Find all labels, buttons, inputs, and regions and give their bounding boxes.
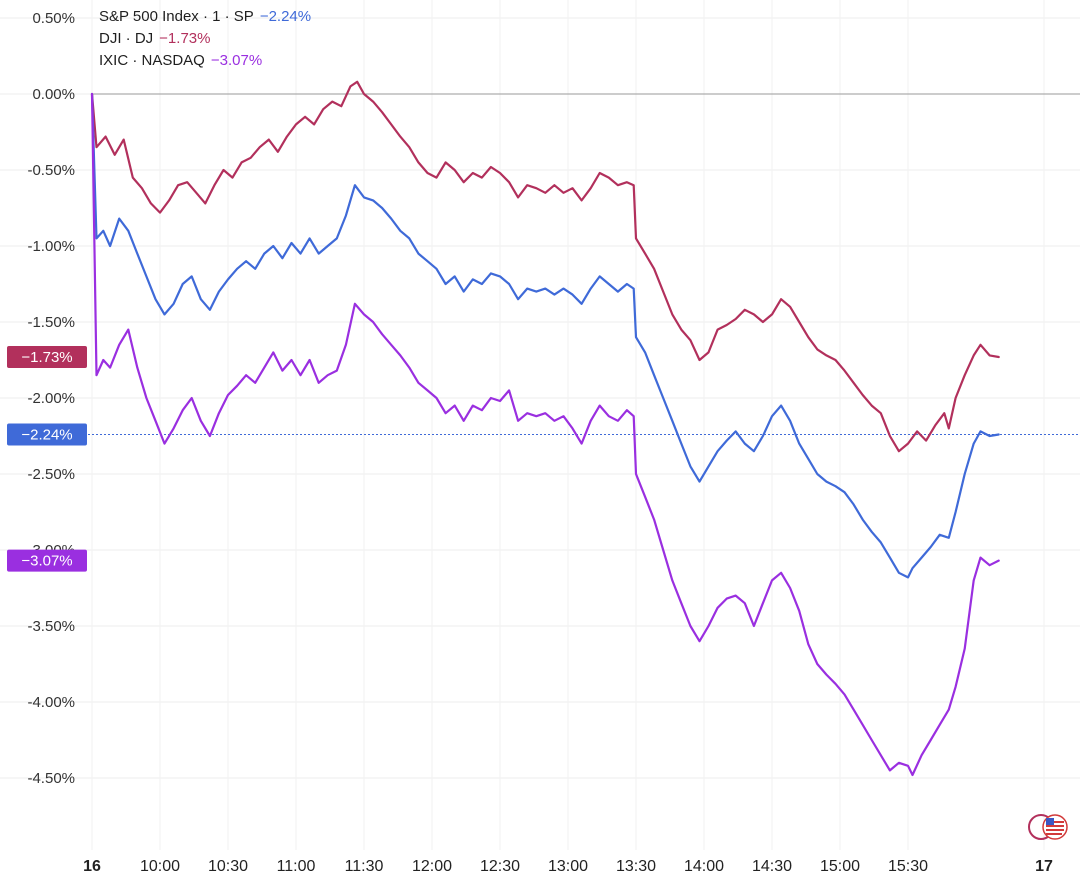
y-tick-label: -0.50% bbox=[27, 162, 75, 179]
x-tick-label: 10:00 bbox=[140, 858, 180, 875]
legend-item-dji[interactable]: DJI · DJ −1.73% bbox=[99, 28, 311, 50]
x-tick-label: 15:00 bbox=[820, 858, 860, 875]
y-tick-label: 0.00% bbox=[32, 86, 75, 103]
y-tick-label: -1.50% bbox=[27, 314, 75, 331]
badge-label: −1.73% bbox=[21, 349, 72, 366]
x-tick-label: 17 bbox=[1035, 858, 1053, 875]
legend: S&P 500 Index · 1 · SP −2.24% DJI · DJ −1.… bbox=[99, 6, 311, 72]
y-tick-label: -4.50% bbox=[27, 770, 75, 787]
badge-box bbox=[7, 345, 87, 368]
badge-box bbox=[7, 549, 87, 572]
x-tick-label: 12:30 bbox=[480, 858, 520, 875]
reference-lines bbox=[80, 93, 1080, 435]
legend-label-sp500: S&P 500 Index · 1 · SP bbox=[99, 8, 254, 25]
y-axis: 0.50% 0.00% -0.50% -1.00% -1.50% -2.00% -2.50%… bbox=[27, 10, 75, 787]
x-tick-label: 11:00 bbox=[277, 858, 316, 875]
legend-value-dji: −1.73% bbox=[159, 30, 211, 47]
x-axis: 16 10:00 10:30 11:00 11:30 12:00 12:30 13:00 13:… bbox=[83, 858, 1053, 875]
legend-value-sp500: −2.24% bbox=[259, 8, 312, 25]
last-value-badge-1: −2.24% bbox=[7, 423, 87, 446]
y-tick-label: -1.00% bbox=[27, 238, 75, 255]
last-value-badge-2: −3.07% bbox=[7, 549, 87, 572]
legend-item-sp500[interactable]: S&P 500 Index · 1 · SP −2.24% bbox=[99, 6, 311, 28]
x-tick-label: 15:30 bbox=[888, 858, 928, 875]
series-group bbox=[90, 80, 1000, 777]
legend-label-dji: DJI · DJ bbox=[99, 30, 154, 47]
x-tick-label: 14:30 bbox=[752, 858, 792, 875]
legend-item-nasdaq[interactable]: IXIC · NASDAQ −3.07% bbox=[99, 50, 311, 72]
y-tick-label: -3.50% bbox=[27, 618, 75, 635]
legend-label-nasdaq: IXIC · NASDAQ bbox=[99, 52, 205, 69]
x-tick-label: 13:00 bbox=[548, 858, 588, 875]
badge-box bbox=[7, 423, 87, 446]
legend-value-nasdaq: −3.07% bbox=[210, 52, 263, 69]
last-value-badges: −1.73% −2.24% −3.07% bbox=[7, 345, 87, 572]
series-line-0 bbox=[90, 80, 1000, 453]
y-tick-label: -4.00% bbox=[27, 694, 75, 711]
x-tick-label: 10:30 bbox=[208, 858, 248, 875]
series-line-2 bbox=[90, 92, 1000, 777]
x-tick-label: 14:00 bbox=[684, 858, 724, 875]
grid bbox=[0, 0, 1080, 850]
x-tick-label: 13:30 bbox=[616, 858, 656, 875]
x-tick-label: 12:00 bbox=[412, 858, 452, 875]
series-line-1 bbox=[90, 92, 1000, 579]
x-tick-label: 16 bbox=[83, 858, 101, 875]
badge-label: −3.07% bbox=[21, 553, 72, 570]
y-tick-label: -2.00% bbox=[27, 390, 75, 407]
badge-label: −2.24% bbox=[21, 426, 72, 443]
last-value-badge-0: −1.73% bbox=[7, 345, 87, 368]
us-flag-logo-icon[interactable] bbox=[1026, 812, 1070, 842]
y-tick-label: -2.50% bbox=[27, 466, 75, 483]
x-tick-label: 11:30 bbox=[345, 858, 384, 875]
y-tick-label: 0.50% bbox=[32, 10, 75, 27]
